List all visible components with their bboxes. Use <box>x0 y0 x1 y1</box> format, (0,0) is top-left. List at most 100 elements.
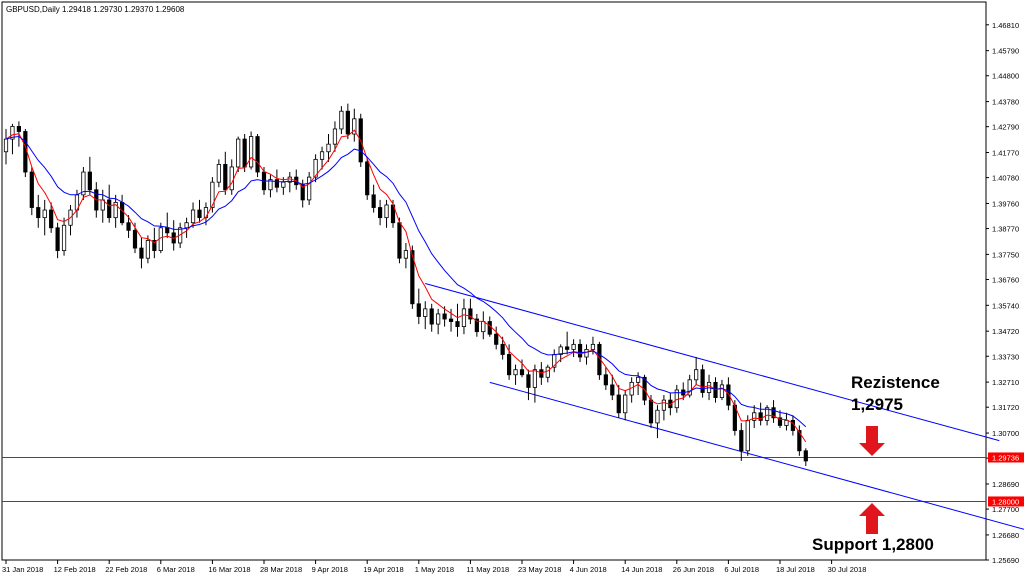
candle-body <box>87 171 92 191</box>
candle <box>719 379 725 401</box>
candle-body <box>332 128 338 145</box>
candle <box>474 313 479 337</box>
candle-body <box>339 110 344 130</box>
candle-body <box>700 369 705 393</box>
candle-body <box>719 384 725 398</box>
candle-body <box>784 419 789 426</box>
candle-body <box>448 318 454 322</box>
y-tick-label: 1.43780 <box>992 98 1019 107</box>
candle-body <box>545 366 550 378</box>
candle-body <box>558 346 563 355</box>
candle-body <box>765 407 770 421</box>
candle <box>274 169 280 193</box>
candle <box>423 301 428 330</box>
y-tick-label: 1.44800 <box>992 72 1019 81</box>
resistance-value: 1,2975 <box>851 395 903 414</box>
candle <box>36 194 41 228</box>
candle-body <box>739 430 744 452</box>
candle-body <box>661 399 667 411</box>
candle <box>126 215 131 238</box>
candle <box>610 374 615 401</box>
candle-body <box>10 126 15 140</box>
resistance-arrow-icon <box>859 426 885 456</box>
candles <box>3 103 808 466</box>
candle <box>236 136 241 173</box>
candle <box>268 174 273 198</box>
candle <box>661 395 667 421</box>
y-tick-label: 1.28690 <box>992 480 1019 489</box>
candle-body <box>519 369 525 376</box>
candle-body <box>565 346 570 350</box>
candle-body <box>36 207 41 219</box>
candle <box>371 184 376 213</box>
candle-body <box>184 222 189 229</box>
candle <box>584 344 589 365</box>
candle-body <box>590 343 596 350</box>
candle-body <box>494 333 499 345</box>
x-tick-label: 11 May 2018 <box>466 565 509 574</box>
channel-upper-line <box>425 283 1000 442</box>
candle-body <box>255 136 260 173</box>
candle-body <box>281 181 286 188</box>
candle <box>352 108 357 142</box>
candle-body <box>326 143 331 153</box>
candle <box>745 415 750 456</box>
candle-body <box>616 394 621 414</box>
candle-body <box>532 369 538 388</box>
y-tick-label: 1.38770 <box>992 225 1019 234</box>
candle-body <box>236 138 241 168</box>
candle <box>539 362 544 385</box>
candle-body <box>487 321 492 335</box>
candle <box>87 156 92 195</box>
candle-body <box>397 222 402 259</box>
x-tick-label: 12 Feb 2018 <box>54 565 96 574</box>
x-tick-label: 16 Mar 2018 <box>208 565 250 574</box>
candle-body <box>481 321 486 333</box>
candle-body <box>145 240 150 259</box>
y-tick-label: 1.31720 <box>992 403 1019 412</box>
x-tick-label: 4 Jun 2018 <box>570 565 607 574</box>
candle <box>545 364 550 383</box>
candle-body <box>210 181 215 208</box>
y-tick-label: 1.36760 <box>992 275 1019 284</box>
candle <box>455 303 460 337</box>
candle <box>326 134 331 162</box>
candle <box>29 166 34 216</box>
candle-body <box>113 202 118 219</box>
candle <box>313 154 318 183</box>
x-tick-label: 18 Jul 2018 <box>776 565 815 574</box>
candle-body <box>513 369 518 376</box>
candle-body <box>655 409 660 424</box>
candle <box>339 106 344 135</box>
candle <box>113 194 118 228</box>
candle <box>81 166 86 200</box>
candle-body <box>416 303 421 317</box>
y-tick-label: 1.34720 <box>992 327 1019 336</box>
candle-body <box>29 171 34 208</box>
y-tick-label: 1.30700 <box>992 429 1019 438</box>
candle <box>384 199 389 228</box>
candle-body <box>242 138 247 168</box>
candle <box>42 199 47 236</box>
candle-body <box>584 349 589 358</box>
candle-body <box>216 164 221 183</box>
candle-body <box>55 227 60 251</box>
y-tick-label: 1.42790 <box>992 123 1019 132</box>
candle-body <box>726 384 731 406</box>
x-tick-label: 1 May 2018 <box>415 565 454 574</box>
candle-body <box>468 308 473 320</box>
candle-body <box>687 379 692 396</box>
candle <box>307 172 312 205</box>
candle <box>797 425 802 456</box>
candle-body <box>648 399 654 424</box>
candle <box>694 357 699 385</box>
candle <box>210 177 215 213</box>
candle <box>803 448 808 466</box>
x-tick-label: 30 Jul 2018 <box>828 565 867 574</box>
candle <box>752 405 757 428</box>
candle-body <box>107 199 112 219</box>
candle-body <box>345 110 350 135</box>
candle-body <box>371 194 376 208</box>
candle <box>10 123 15 155</box>
ma-slow-line <box>5 135 807 428</box>
